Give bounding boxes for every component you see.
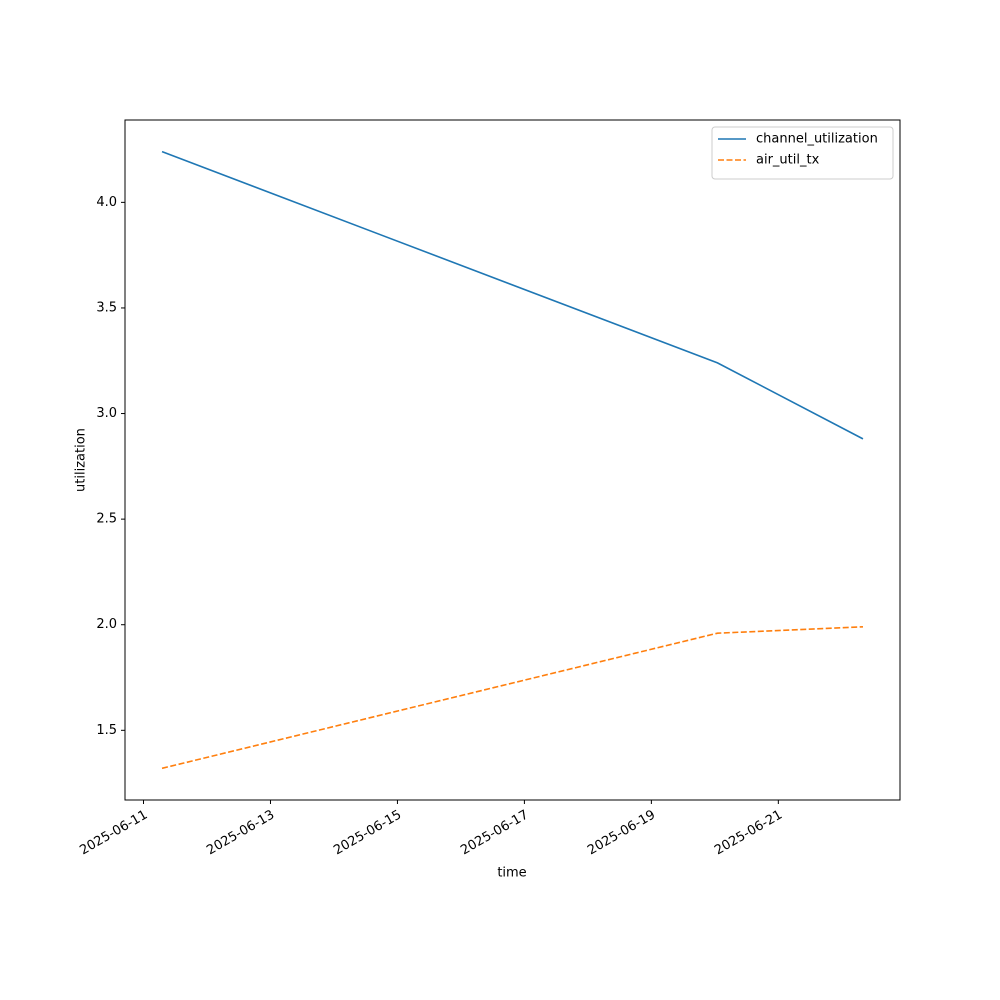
legend-label: channel_utilization <box>756 132 878 147</box>
plot-frame <box>124 119 901 801</box>
legend-label: air_util_tx <box>756 153 820 168</box>
y-tick-label: 2.0 <box>96 617 117 632</box>
y-axis-label: utilization <box>74 428 89 492</box>
legend-box <box>711 126 894 180</box>
y-tick-label: 2.5 <box>96 512 117 527</box>
data-line <box>161 150 864 440</box>
x-axis-label: time <box>497 866 526 881</box>
y-tick-label: 4.0 <box>96 195 117 210</box>
y-tick-label: 3.0 <box>96 406 117 421</box>
y-tick-label: 3.5 <box>96 300 117 315</box>
data-line <box>161 626 864 770</box>
y-tick-label: 1.5 <box>96 723 117 738</box>
